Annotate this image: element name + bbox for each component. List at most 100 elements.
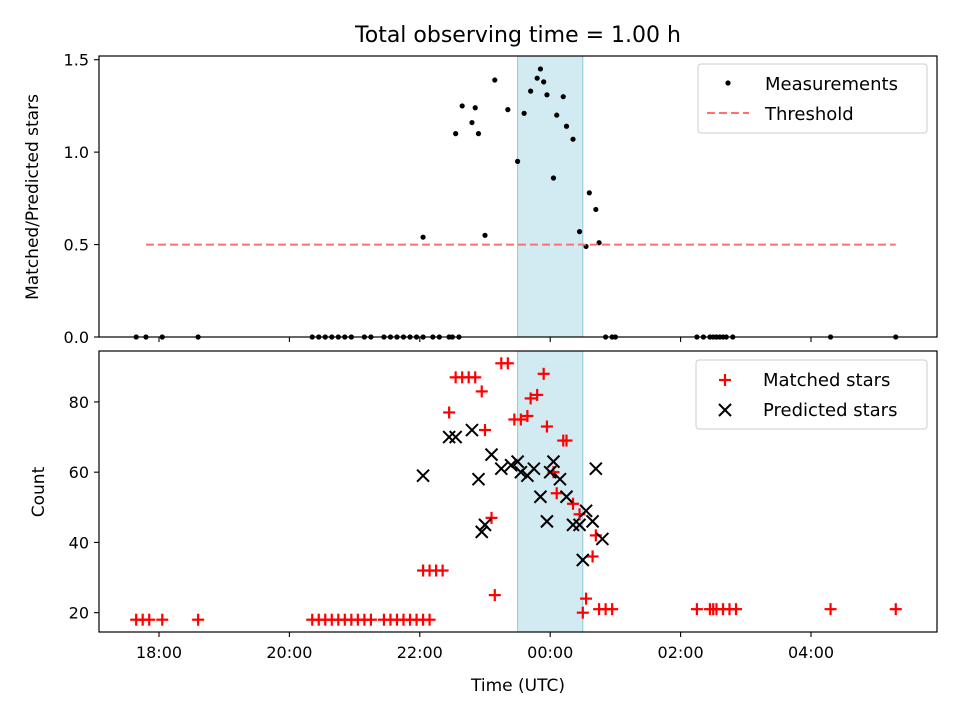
x-b — [494, 461, 509, 476]
legend-matched-marker — [719, 374, 731, 386]
measurement-point — [593, 206, 599, 213]
matched-stars-point — [143, 613, 156, 626]
bottom-y-tick-label: 80 — [69, 393, 89, 412]
measurement-point — [576, 229, 583, 235]
bottom-x-axis-ticks: 18:00 20:00 22:00 00:00 02:00 04:00 — [136, 632, 834, 662]
matched-stars-point — [364, 613, 377, 626]
chart-title: Total observing time = 1.00 h — [354, 23, 681, 48]
top-y-tick-label: 0.0 — [64, 328, 89, 347]
matched-stars-point — [436, 564, 449, 577]
x-b — [527, 461, 541, 476]
bottom-axes-frame — [98, 350, 938, 633]
bottom-legend-box — [695, 359, 928, 430]
matched-stars-point — [540, 420, 553, 433]
predicted-stars-point — [465, 423, 479, 437]
predicted-stars-point — [553, 472, 567, 486]
x-b — [579, 504, 593, 518]
matched-stars-point — [443, 406, 456, 419]
legend-measurements-label: Measurements — [765, 74, 898, 95]
predicted-stars-point — [448, 430, 463, 444]
matched-stars-point — [485, 511, 498, 524]
x-b — [546, 454, 561, 469]
x-b — [533, 490, 548, 504]
x-b — [504, 458, 518, 472]
x-b — [566, 518, 580, 532]
measurement-point — [586, 190, 592, 196]
top-panel: Total observing time = 1.00 h 0.0 0.5 1.0 1… — [23, 23, 938, 347]
x-b — [576, 553, 590, 567]
predicted-stars-point — [494, 461, 509, 476]
x-b — [416, 468, 430, 483]
bottom-y-tick-label: 60 — [69, 463, 89, 482]
matched-stars-point — [824, 603, 837, 616]
matched-stars-point — [479, 424, 491, 437]
top-x-axis-ticks — [158, 337, 812, 342]
measurement-point — [570, 136, 576, 142]
top-plot-area — [133, 55, 899, 340]
matched-stars-point — [501, 357, 514, 370]
x-b — [514, 465, 528, 479]
measurement-point — [537, 66, 544, 72]
top-y-tick-label: 1.0 — [64, 143, 89, 162]
x-b — [484, 447, 499, 462]
predicted-stars-point — [416, 468, 430, 483]
measurement-point — [534, 75, 540, 81]
legend-predicted-label: Predicted stars — [763, 400, 897, 421]
measurement-point — [528, 88, 534, 94]
matched-stars-point — [567, 497, 580, 510]
legend-measurements-marker — [725, 80, 731, 86]
measurement-point — [472, 105, 478, 111]
predicted-stars-point — [533, 490, 548, 504]
bottom-y-tick-label: 20 — [69, 604, 89, 623]
x-b — [475, 525, 489, 539]
x-b — [543, 465, 557, 479]
matched-stars-point — [550, 487, 563, 500]
matched-stars-point — [475, 385, 488, 398]
measurement-point — [544, 92, 550, 98]
matched-stars-point — [156, 613, 169, 626]
measurement-point — [560, 94, 566, 100]
x-b — [559, 490, 574, 504]
matched-stars-point — [488, 589, 501, 602]
predicted-stars-point — [540, 514, 554, 529]
predicted-stars-point — [546, 454, 561, 469]
x-b — [572, 518, 587, 532]
predicted-stars-point — [579, 504, 593, 518]
measurement-point — [563, 123, 570, 129]
x-b — [471, 472, 486, 486]
measurement-point — [453, 131, 459, 137]
bottom-legend: Matched stars Predicted stars — [695, 359, 928, 430]
x-b — [442, 430, 456, 444]
matched-stars-point — [690, 603, 703, 616]
measurement-point — [459, 103, 465, 109]
bottom-x-tick-label: 18:00 — [136, 643, 182, 662]
measurement-point — [420, 234, 426, 240]
top-legend: Measurements Threshold — [697, 63, 928, 134]
predicted-stars-point — [510, 454, 525, 469]
measurement-point — [521, 110, 527, 116]
x-b — [553, 472, 567, 486]
predicted-stars-point — [576, 553, 590, 567]
legend-matched-label: Matched stars — [763, 370, 890, 391]
matched-stars-point — [531, 388, 544, 401]
measurement-point — [550, 175, 557, 181]
predicted-stars-point — [514, 465, 528, 479]
measurement-point — [475, 131, 482, 137]
x-b — [540, 514, 554, 529]
measurement-point — [505, 107, 511, 113]
x-b — [510, 454, 525, 469]
matched-stars-point — [537, 367, 550, 380]
bottom-x-tick-label: 04:00 — [788, 643, 834, 662]
x-b — [585, 514, 600, 529]
matched-stars-point — [580, 592, 593, 605]
bottom-plot-area — [130, 350, 902, 633]
bottom-y-tick-label: 40 — [69, 533, 89, 552]
top-y-axis-ticks: 0.0 0.5 1.0 1.5 — [64, 51, 99, 347]
predicted-stars-point — [527, 461, 541, 476]
bottom-y-axis-ticks: 20 40 60 80 — [69, 393, 99, 623]
predicted-stars-point — [589, 461, 603, 476]
x-axis-label: Time (UTC) — [470, 676, 565, 696]
matched-stars-point — [560, 434, 573, 447]
